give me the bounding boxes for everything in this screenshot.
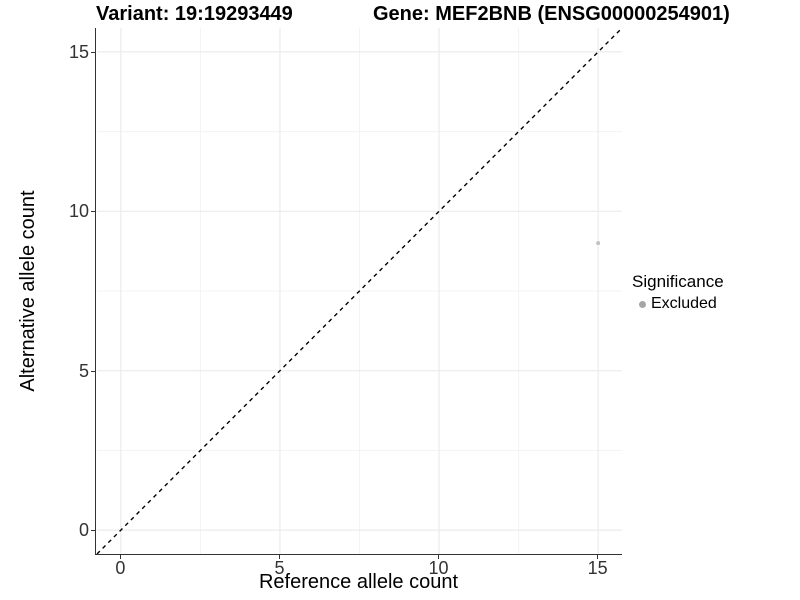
y-axis-tick xyxy=(91,530,95,532)
plot-panel xyxy=(95,28,622,555)
y-axis-tick xyxy=(91,370,95,372)
legend: Significance Excluded xyxy=(632,272,724,314)
legend-item-excluded: Excluded xyxy=(632,294,724,314)
legend-key-dot-icon xyxy=(639,300,646,308)
x-axis-title: Reference allele count xyxy=(258,571,458,593)
x-tick-label: 10 xyxy=(428,558,449,578)
y-axis-tick xyxy=(91,211,95,213)
x-axis-tick xyxy=(278,555,280,559)
x-axis-tick xyxy=(438,555,440,559)
legend-item-label: Excluded xyxy=(651,295,717,312)
y-axis-title: Alternative allele count xyxy=(17,190,39,392)
y-axis-tick xyxy=(91,51,95,53)
plot-canvas xyxy=(96,28,622,554)
x-axis-tick xyxy=(597,555,599,559)
x-tick-label: 5 xyxy=(274,558,285,578)
plot-title-variant: Variant: 19:19293449 xyxy=(96,3,293,25)
y-tick-label: 15 xyxy=(68,41,89,62)
plot-title-gene: Gene: MEF2BNB (ENSG00000254901) xyxy=(373,3,730,25)
x-tick-label: 0 xyxy=(115,558,126,578)
y-tick-label: 0 xyxy=(78,520,89,541)
y-tick-label: 10 xyxy=(68,201,89,222)
x-tick-label: 15 xyxy=(587,558,608,578)
x-axis-tick xyxy=(119,555,121,559)
legend-title: Significance xyxy=(632,272,724,291)
y-tick-label: 5 xyxy=(78,360,89,381)
